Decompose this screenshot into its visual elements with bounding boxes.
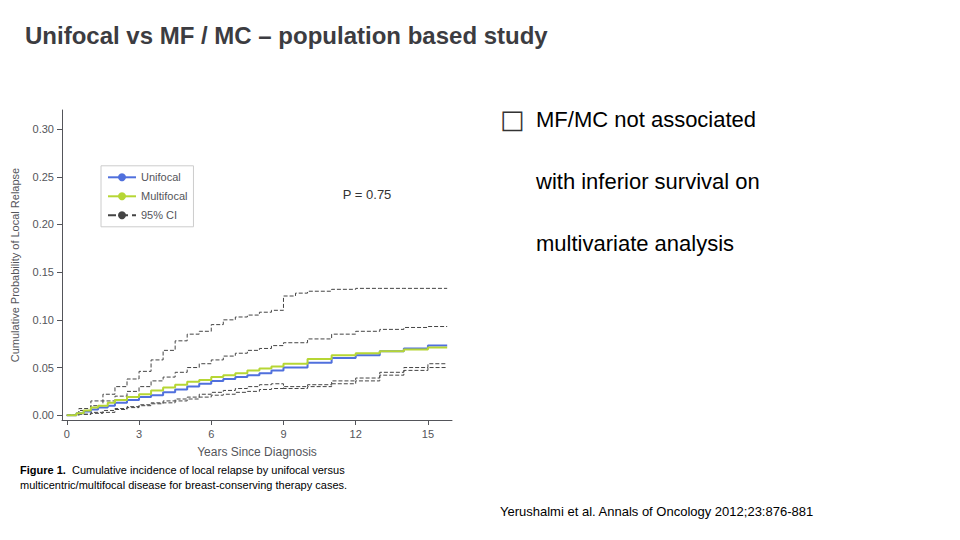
svg-text:multivariate analysis: multivariate analysis bbox=[536, 231, 734, 256]
svg-text:0.30: 0.30 bbox=[33, 123, 54, 135]
svg-text:Cumulative Probability of Loca: Cumulative Probability of Local Relapse bbox=[9, 168, 21, 362]
svg-text:with inferior survival on: with inferior survival on bbox=[535, 169, 760, 194]
svg-text:multicentric/multifocal diseas: multicentric/multifocal disease for brea… bbox=[20, 479, 347, 491]
svg-text:□: □ bbox=[500, 104, 525, 134]
svg-text:6: 6 bbox=[208, 428, 214, 440]
svg-text:0.15: 0.15 bbox=[33, 266, 54, 278]
svg-text:Yerushalmi et al. Annals of On: Yerushalmi et al. Annals of Oncology 201… bbox=[500, 504, 813, 519]
svg-text:15: 15 bbox=[422, 428, 434, 440]
svg-text:0.20: 0.20 bbox=[33, 218, 54, 230]
svg-text:Multifocal: Multifocal bbox=[141, 190, 187, 202]
svg-text:Years Since Diagnosis: Years Since Diagnosis bbox=[197, 445, 317, 459]
svg-text:Cumulative incidence of local: Cumulative incidence of local relapse by… bbox=[66, 464, 345, 476]
svg-text:3: 3 bbox=[136, 428, 142, 440]
svg-text:MF/MC not associated: MF/MC not associated bbox=[536, 107, 756, 132]
svg-text:12: 12 bbox=[350, 428, 362, 440]
svg-text:95% CI: 95% CI bbox=[141, 209, 177, 221]
svg-text:Unifocal vs MF / MC – populati: Unifocal vs MF / MC – population based s… bbox=[25, 22, 548, 49]
svg-text:P = 0.75: P = 0.75 bbox=[343, 187, 392, 202]
svg-text:0.05: 0.05 bbox=[33, 362, 54, 374]
svg-text:Unifocal: Unifocal bbox=[141, 171, 181, 183]
svg-text:9: 9 bbox=[280, 428, 286, 440]
svg-text:0.00: 0.00 bbox=[33, 409, 54, 421]
svg-text:0: 0 bbox=[64, 428, 70, 440]
svg-text:Figure 1.: Figure 1. bbox=[20, 464, 66, 476]
svg-text:0.10: 0.10 bbox=[33, 314, 54, 326]
svg-text:0.25: 0.25 bbox=[33, 171, 54, 183]
